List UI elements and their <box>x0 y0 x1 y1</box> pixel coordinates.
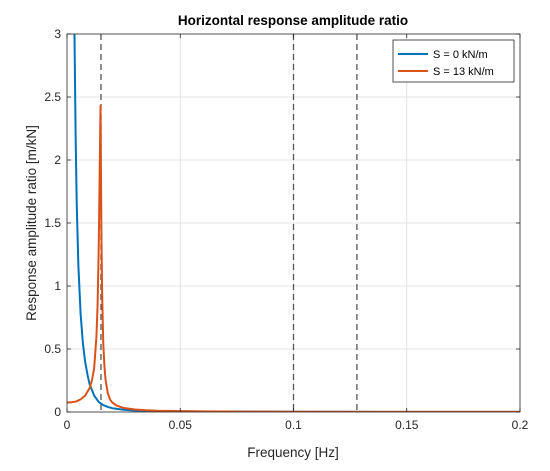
y-tick-label: 0.5 <box>44 342 61 356</box>
y-tick-label: 1.5 <box>44 216 61 230</box>
y-tick-label: 1 <box>54 279 61 293</box>
grid-lines <box>67 34 520 412</box>
x-tick-label: 0.05 <box>169 418 193 432</box>
series-layer <box>67 34 520 412</box>
legend-label-1: S = 0 kN/m <box>433 49 488 61</box>
series-line-2 <box>67 104 520 412</box>
legend-box <box>392 39 515 83</box>
chart-title: Horizontal response amplitude ratio <box>178 13 408 28</box>
y-tick-label: 2 <box>54 153 61 167</box>
x-tick-label: 0.1 <box>285 418 302 432</box>
x-tick-label: 0.15 <box>395 418 419 432</box>
axis-ticks: 0 0.05 0.1 0.15 0.2 0 0.5 1 1.5 2 2.5 3 <box>44 27 528 432</box>
y-axis-label: Response amplitude ratio [m/kN] <box>24 125 39 321</box>
x-tick-label: 0 <box>64 418 71 432</box>
vertical-dashed-lines <box>100 34 358 412</box>
y-tick-label: 2.5 <box>44 90 61 104</box>
legend-label-2: S = 13 kN/m <box>433 66 494 78</box>
x-tick-label: 0.2 <box>512 418 529 432</box>
y-tick-label: 0 <box>54 405 61 419</box>
y-tick-label: 3 <box>54 27 61 41</box>
x-axis-label: Frequency [Hz] <box>247 445 339 460</box>
legend: S = 0 kN/m S = 13 kN/m <box>392 39 515 83</box>
